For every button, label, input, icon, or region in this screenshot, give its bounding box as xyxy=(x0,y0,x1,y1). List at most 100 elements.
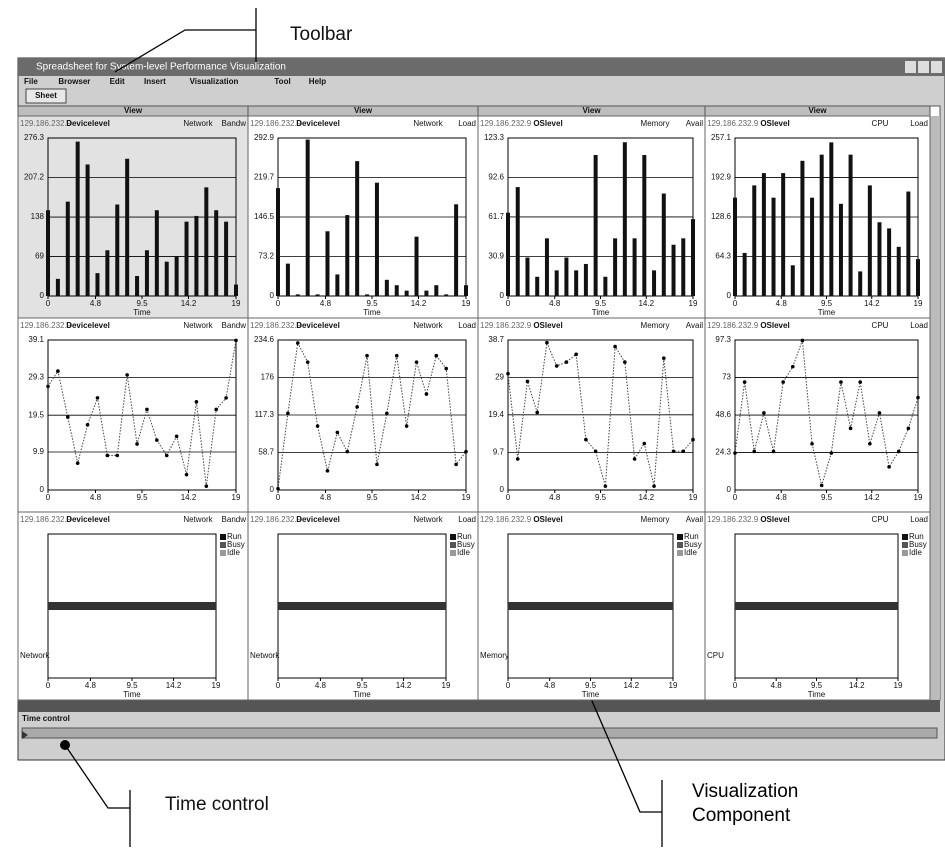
point xyxy=(135,442,139,446)
menu-item[interactable]: File xyxy=(24,77,38,86)
point xyxy=(743,380,747,384)
legend-swatch xyxy=(220,542,226,548)
y-tick-label: 29 xyxy=(495,373,504,382)
panel-level: Devicelevel xyxy=(296,119,340,128)
bar xyxy=(642,155,646,296)
menu-item[interactable]: Edit xyxy=(110,77,125,86)
y-tick-label: 39.1 xyxy=(28,335,44,344)
x-tick-label: 4.8 xyxy=(776,299,788,308)
bar xyxy=(613,238,617,296)
x-tick-label: 19 xyxy=(914,493,923,502)
bar xyxy=(772,198,776,296)
bar xyxy=(86,164,90,296)
point xyxy=(623,360,627,364)
state-strip xyxy=(508,602,673,610)
x-tick-label: 0 xyxy=(733,681,738,690)
menu-item[interactable]: Insert xyxy=(144,77,166,86)
panel-resource: Network xyxy=(183,119,213,128)
menu-item[interactable]: Help xyxy=(309,77,326,86)
legend-label: Idle xyxy=(909,548,922,557)
point xyxy=(425,392,429,396)
column-header-label: View xyxy=(124,106,143,115)
point xyxy=(652,484,656,488)
point xyxy=(733,451,737,455)
point xyxy=(868,442,872,446)
point xyxy=(385,411,389,415)
point xyxy=(96,396,100,400)
bar xyxy=(781,173,785,296)
panel-level: Devicelevel xyxy=(296,515,340,524)
bar xyxy=(603,277,607,296)
x-tick-label: 9.5 xyxy=(136,299,148,308)
y-axis-label: Network xyxy=(250,651,280,660)
bar xyxy=(762,173,766,296)
panel-level: Devicelevel xyxy=(66,515,110,524)
menu-item[interactable]: Tool xyxy=(274,77,290,86)
annotation-box: Visualization Component xyxy=(692,780,892,840)
column-header-label: View xyxy=(808,106,827,115)
point xyxy=(165,454,169,458)
panel-level: OSlevel xyxy=(760,119,789,128)
annotation: Time control xyxy=(165,794,269,815)
state-strip xyxy=(278,602,446,610)
bar xyxy=(800,161,804,296)
y-tick-label: 276.3 xyxy=(24,133,45,142)
panel-metric: Avail xyxy=(686,119,703,128)
bar xyxy=(355,161,359,296)
panel-metric: Load xyxy=(910,515,928,524)
x-axis-label: Time xyxy=(592,308,610,317)
menu-item[interactable]: Visualization xyxy=(190,77,239,86)
bar xyxy=(424,291,428,296)
bar xyxy=(434,285,438,296)
minimize-button[interactable] xyxy=(905,61,916,73)
bar xyxy=(194,216,198,296)
bar xyxy=(633,238,637,296)
x-tick-label: 14.2 xyxy=(624,681,640,690)
bar xyxy=(385,280,389,296)
bar xyxy=(405,291,409,296)
y-axis-label: CPU xyxy=(707,651,724,660)
vertical-scrollbar[interactable] xyxy=(930,116,940,700)
y-tick-label: 61.7 xyxy=(488,212,504,221)
close-button[interactable] xyxy=(931,61,942,73)
panel-metric: Load xyxy=(458,321,476,330)
point xyxy=(56,369,60,373)
annotation: Visualization Component xyxy=(692,780,892,828)
panel-host: 129.186.232.9 xyxy=(480,321,532,330)
point xyxy=(801,339,805,343)
bar xyxy=(185,222,189,296)
x-tick-label: 0 xyxy=(276,299,281,308)
x-tick-label: 9.5 xyxy=(136,493,148,502)
x-tick-label: 14.2 xyxy=(864,299,880,308)
panel-resource: Network xyxy=(413,515,443,524)
time-slider[interactable] xyxy=(22,728,937,738)
bar xyxy=(623,142,627,296)
point xyxy=(916,396,920,400)
point xyxy=(345,450,349,454)
point xyxy=(415,360,419,364)
point xyxy=(375,463,379,467)
y-tick-label: 138 xyxy=(31,212,45,221)
maximize-button[interactable] xyxy=(918,61,929,73)
panel-metric: Avail xyxy=(686,515,703,524)
panel-host: 129.186.232.9 xyxy=(707,515,759,524)
x-tick-label: 9.5 xyxy=(356,681,368,690)
bar xyxy=(286,264,290,296)
column-header-label: View xyxy=(354,106,373,115)
y-axis-label: Network xyxy=(20,651,50,660)
scrollbar[interactable] xyxy=(18,700,940,712)
x-tick-label: 0 xyxy=(506,493,511,502)
x-tick-label: 19 xyxy=(212,681,221,690)
panel-resource: Memory xyxy=(641,119,670,128)
y-tick-label: 69 xyxy=(35,252,44,261)
tab-label[interactable]: Sheet xyxy=(35,91,57,100)
panel-metric: Avail xyxy=(686,321,703,330)
point xyxy=(897,450,901,454)
menu-item[interactable]: Browser xyxy=(58,77,90,86)
panel-metric: Load xyxy=(910,119,928,128)
point xyxy=(820,484,824,488)
y-tick-label: 73 xyxy=(722,373,731,382)
point xyxy=(604,484,608,488)
x-tick-label: 19 xyxy=(689,299,698,308)
bar xyxy=(316,294,320,296)
